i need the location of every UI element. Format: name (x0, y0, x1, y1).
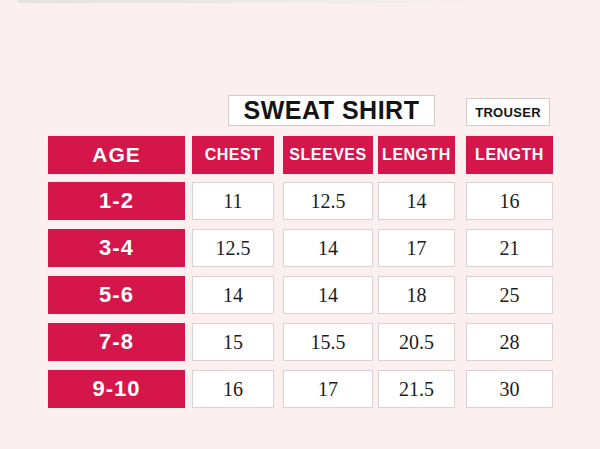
trouser-group-header: TROUSER (466, 98, 550, 126)
column-header-trouser-length: LENGTH (466, 136, 553, 174)
cell-sleeves-5-6: 14 (283, 276, 373, 314)
column-header-length: LENGTH (378, 136, 455, 174)
age-label-9-10: 9-10 (48, 370, 185, 408)
age-label-7-8: 7-8 (48, 323, 185, 361)
cell-sleeves-7-8: 15.5 (283, 323, 373, 361)
cell-trouser-length-5-6: 25 (466, 276, 553, 314)
cell-length-3-4: 17 (378, 229, 455, 267)
top-edge-artifact (18, 0, 470, 3)
cell-chest-5-6: 14 (192, 276, 274, 314)
size-chart-page: SWEAT SHIRT TROUSER AGE CHEST SLEEVES LE… (0, 0, 600, 449)
cell-trouser-length-7-8: 28 (466, 323, 553, 361)
cell-trouser-length-3-4: 21 (466, 229, 553, 267)
cell-length-5-6: 18 (378, 276, 455, 314)
cell-length-7-8: 20.5 (378, 323, 455, 361)
cell-sleeves-9-10: 17 (283, 370, 373, 408)
age-label-5-6: 5-6 (48, 276, 185, 314)
cell-trouser-length-9-10: 30 (466, 370, 553, 408)
sweatshirt-group-header: SWEAT SHIRT (228, 95, 435, 126)
age-label-1-2: 1-2 (48, 182, 185, 220)
cell-chest-3-4: 12.5 (192, 229, 274, 267)
cell-length-9-10: 21.5 (378, 370, 455, 408)
cell-sleeves-3-4: 14 (283, 229, 373, 267)
cell-trouser-length-1-2: 16 (466, 182, 553, 220)
cell-chest-9-10: 16 (192, 370, 274, 408)
cell-length-1-2: 14 (378, 182, 455, 220)
column-header-sleeves: SLEEVES (283, 136, 373, 174)
column-header-chest: CHEST (192, 136, 274, 174)
cell-chest-7-8: 15 (192, 323, 274, 361)
age-label-3-4: 3-4 (48, 229, 185, 267)
column-header-age: AGE (48, 136, 185, 174)
cell-chest-1-2: 11 (192, 182, 274, 220)
cell-sleeves-1-2: 12.5 (283, 182, 373, 220)
